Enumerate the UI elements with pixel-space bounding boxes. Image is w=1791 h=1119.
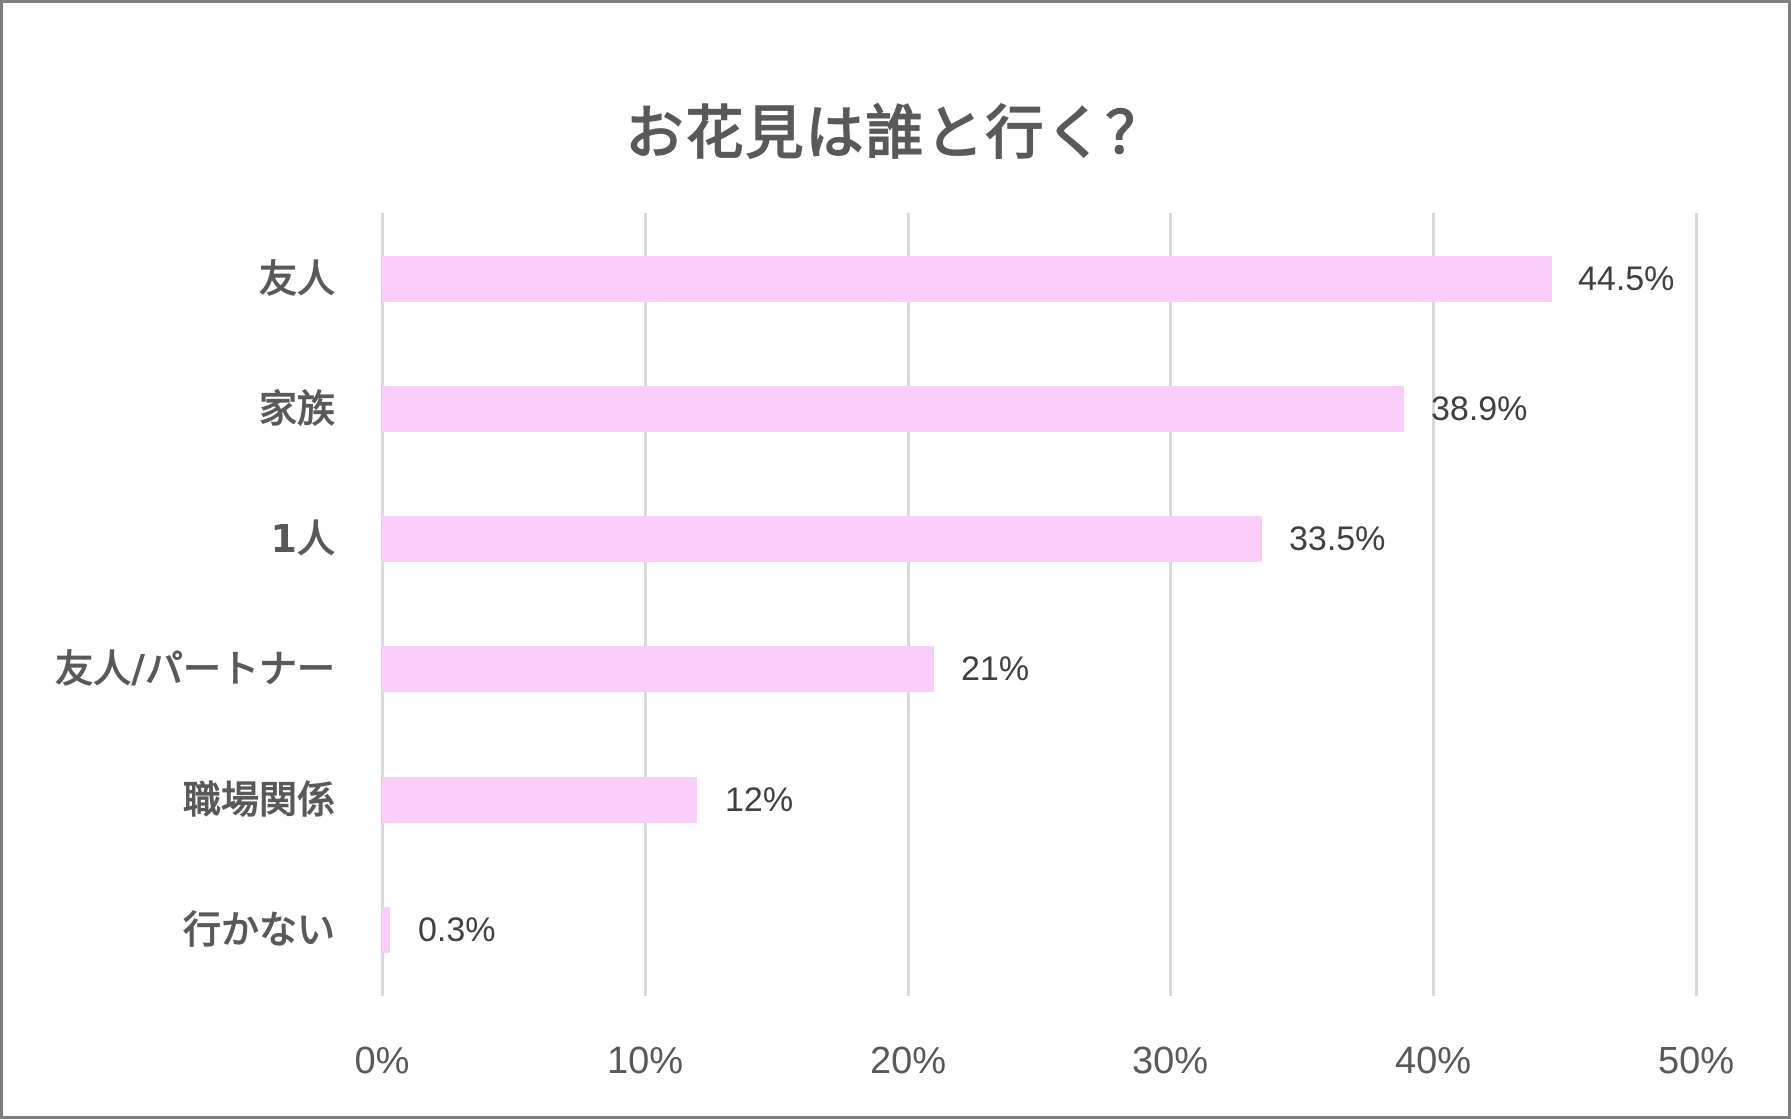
bar-friends — [382, 256, 1552, 302]
x-tick-label: 40% — [1394, 1040, 1472, 1082]
gridline-40 — [1432, 213, 1436, 996]
value-label: 12% — [725, 781, 794, 819]
value-label: 21% — [961, 650, 1030, 688]
category-label: 行かない — [182, 908, 335, 952]
bar-work — [382, 777, 698, 823]
category-label: 家族 — [258, 387, 335, 431]
gridline-50 — [1695, 213, 1698, 996]
plot-area: 44.5% 38.9% 33.5% 21% 12% 0.3% — [381, 213, 1698, 996]
x-tick-label: 50% — [1657, 1040, 1735, 1082]
x-tick-label: 20% — [869, 1040, 947, 1082]
value-label: 33.5% — [1289, 520, 1386, 558]
bar-alone — [382, 516, 1263, 562]
category-label: 職場関係 — [182, 778, 335, 822]
bar-not-going — [382, 907, 390, 953]
value-label: 38.9% — [1431, 390, 1528, 428]
value-label: 0.3% — [418, 911, 496, 949]
x-tick-label: 10% — [606, 1040, 684, 1082]
x-tick-label: 0% — [354, 1040, 410, 1082]
chart-title: お花見は誰と行く？ — [625, 99, 1166, 167]
gridline-20 — [906, 213, 910, 996]
category-label: 友人 — [258, 257, 335, 301]
gridline-30 — [1169, 213, 1173, 996]
x-tick-label: 30% — [1131, 1040, 1209, 1082]
category-label: 友人/パートナー — [55, 647, 335, 691]
category-label: 1人 — [270, 517, 335, 561]
gridline-10 — [643, 213, 647, 996]
value-label: 44.5% — [1578, 260, 1675, 298]
bar-friend-partner — [382, 646, 934, 692]
gridline-0 — [381, 213, 384, 996]
bar-family — [382, 386, 1405, 432]
